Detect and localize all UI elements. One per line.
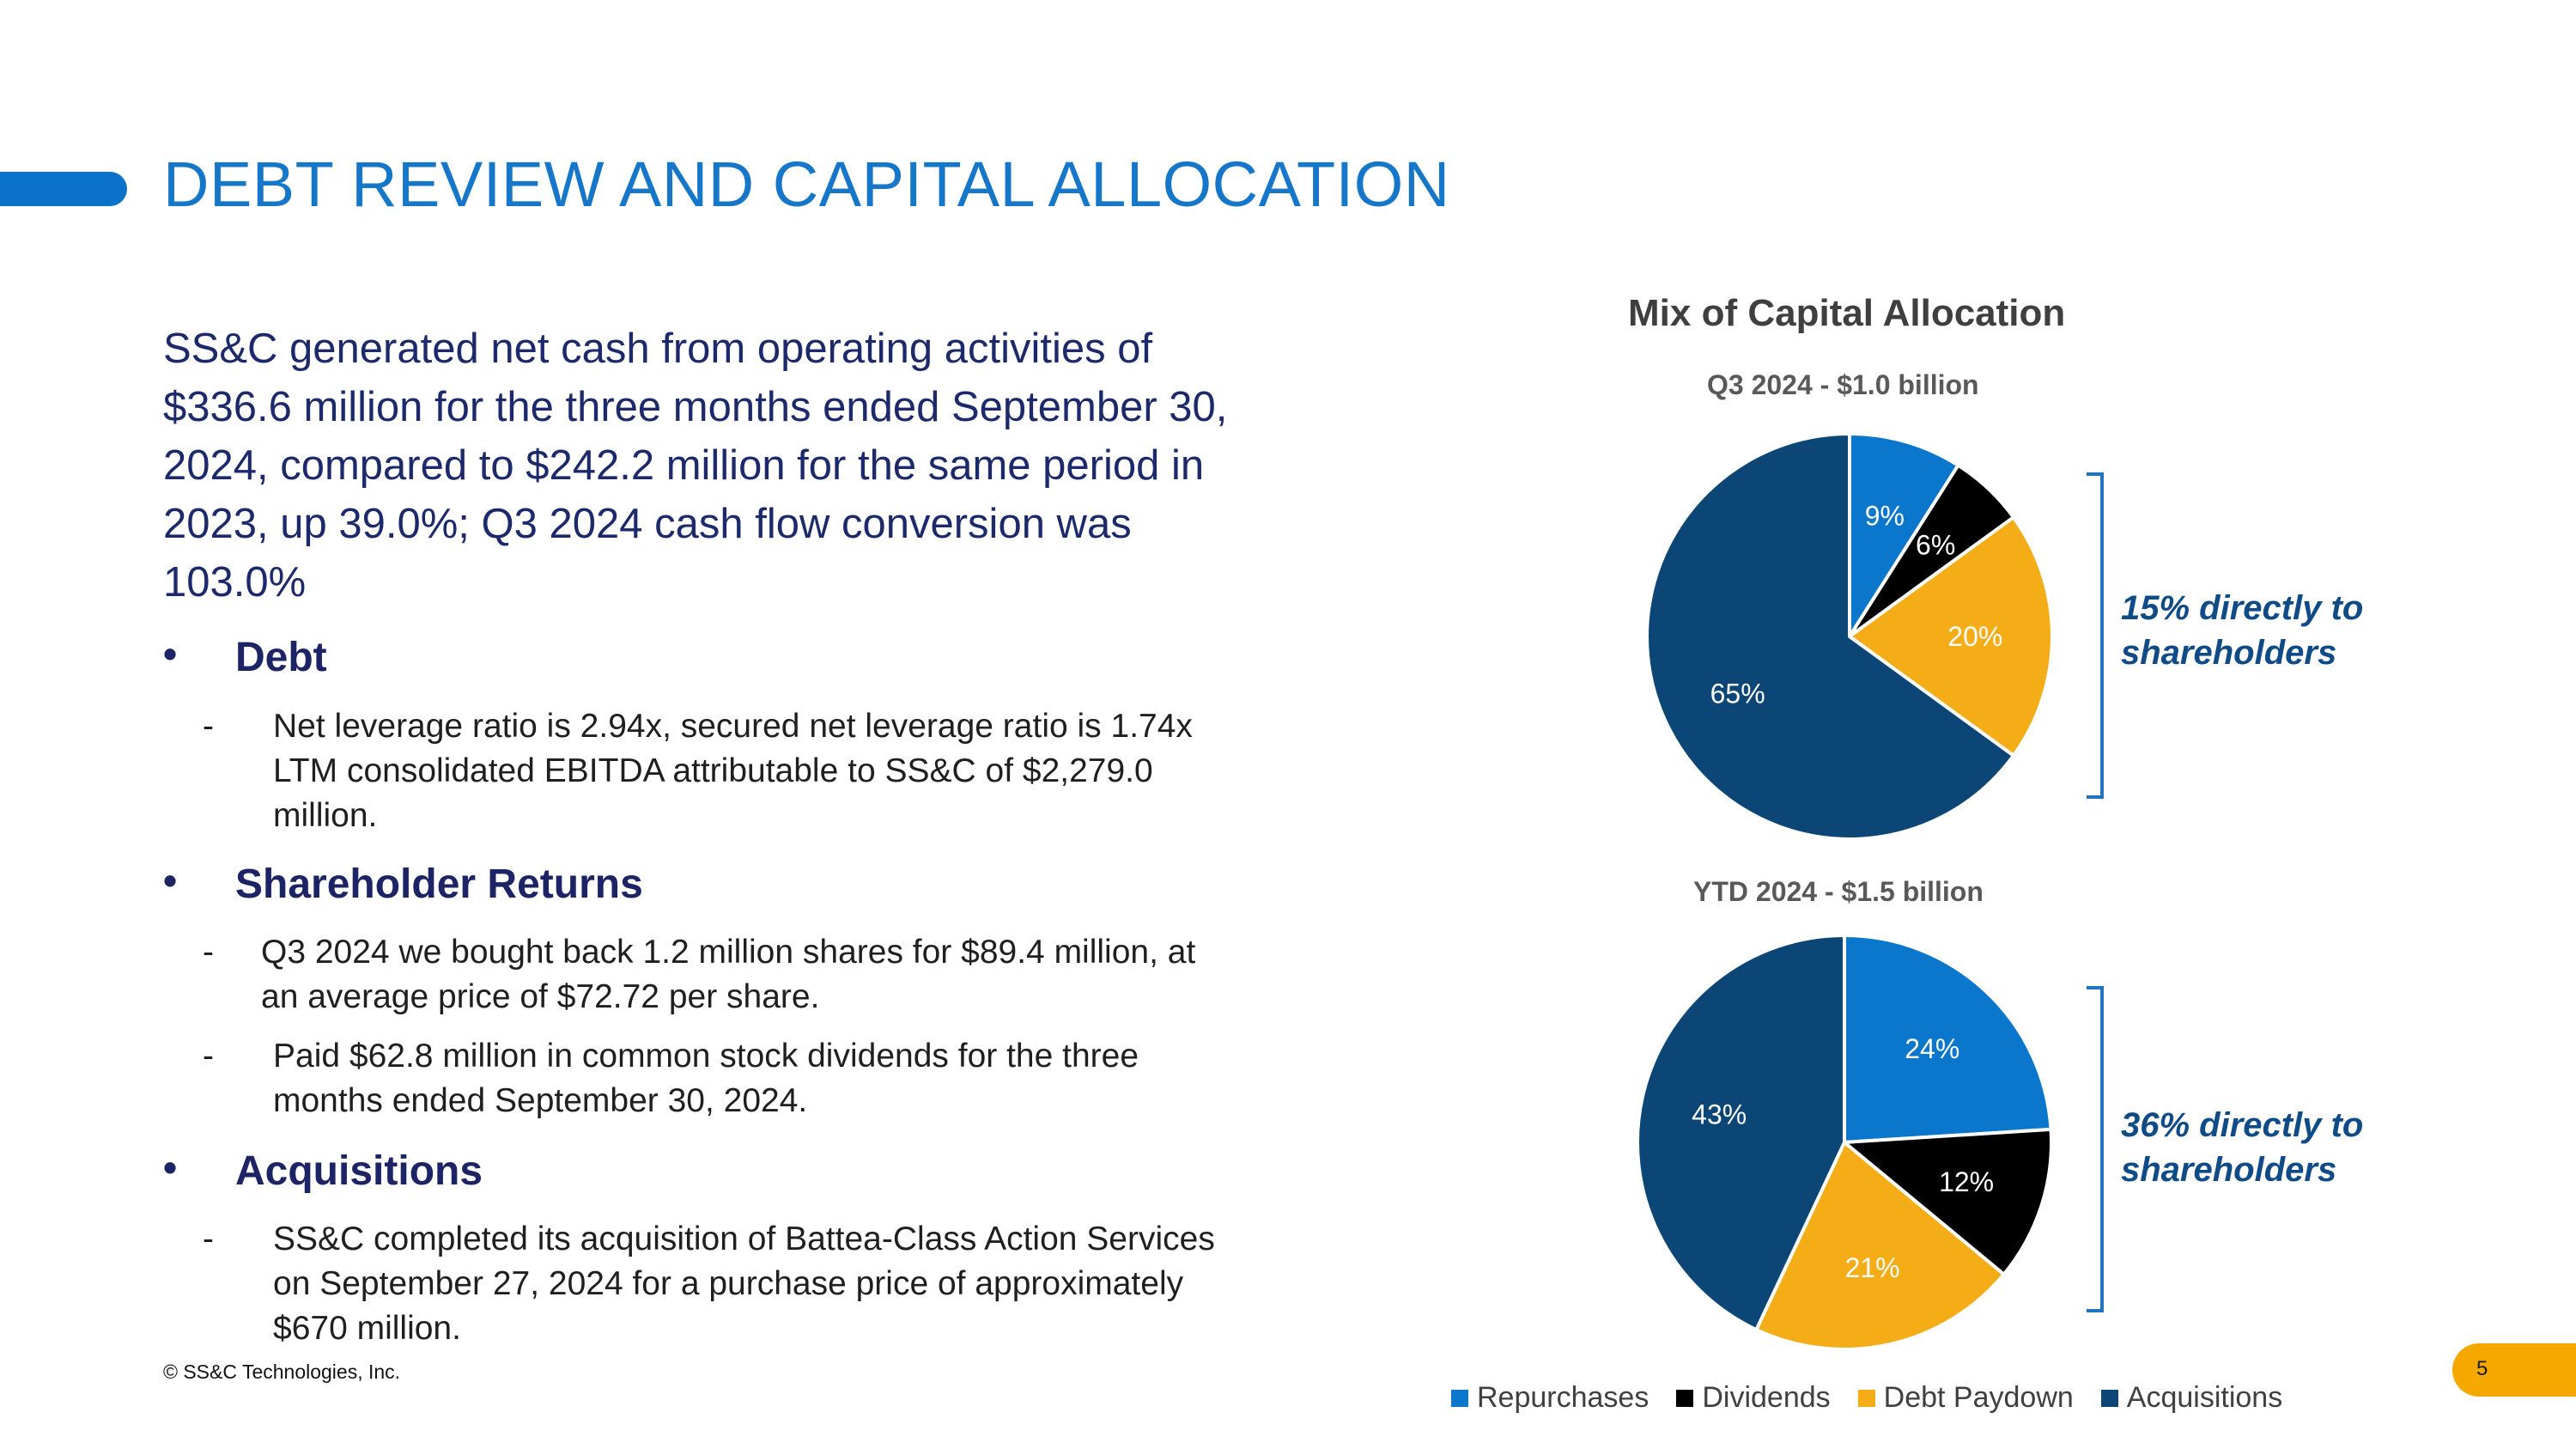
legend-swatch [1857,1389,1875,1407]
pie-data-label: 65% [1710,678,1765,709]
dash-marker: - [203,934,214,971]
page-number-badge: 5 [2452,1343,2576,1397]
bracket-icon [2087,986,2104,1312]
pie-slice-repurchases [1843,933,2053,1145]
legend-item-debt-paydown: Debt Paydown [1857,1381,2074,1415]
copyright-footer: © SS&C Technologies, Inc. [163,1361,401,1383]
chart-legend: Repurchases Dividends Debt Paydown Acqui… [1451,1381,2282,1415]
title-accent-bar [0,172,127,206]
legend-item-dividends: Dividends [1676,1381,1831,1415]
bullet-icon: • [163,631,178,676]
shareholder-returns-item-text: Q3 2024 we bought back 1.2 million share… [261,930,1195,1020]
pie-data-label: 43% [1692,1099,1747,1129]
pie-subtitle-q3: Q3 2024 - $1.0 billion [1707,369,1979,400]
bullet-icon: • [163,1145,178,1190]
shareholder-returns-item-text: Paid $62.8 million in common stock divid… [273,1034,1139,1123]
section-heading-label: Shareholder Returns [235,861,643,907]
legend-label: Repurchases [1477,1381,1649,1414]
pie-chart-q3: 9% 6% 20% 65% [1645,431,2054,841]
text-line: Q3 2024 we bought back 1.2 million share… [261,934,1196,971]
text-line: an average price of $72.72 per share. [261,978,820,1015]
pie-subtitle-ytd: YTD 2024 - $1.5 billion [1693,876,1984,907]
text-line: million. [273,797,378,834]
pie-slice-acquisitions [1636,933,1846,1332]
acquisitions-item-text: SS&C completed its acquisition of Battea… [273,1217,1215,1351]
text-line: LTM consolidated EBITDA attributable to … [273,752,1153,789]
pie-slice-debt-paydown [1753,1139,2007,1351]
page-number: 5 [2476,1357,2488,1380]
pie-data-label: 21% [1845,1252,1900,1283]
callout-q3-shareholders: 15% directly to shareholders [2121,589,2364,672]
bullet-icon: • [163,858,178,903]
text-line: on September 27, 2024 for a purchase pri… [273,1265,1184,1302]
section-heading-label: Debt [235,635,327,680]
section-heading-label: Acquisitions [235,1148,483,1194]
legend-label: Acquisitions [2126,1381,2283,1414]
pie-data-label: 12% [1939,1166,1994,1197]
slide-title: DEBT REVIEW AND CAPITAL ALLOCATION [163,149,1450,220]
legend-label: Debt Paydown [1883,1381,2074,1414]
pie-slice-dividends [1839,1127,2053,1277]
text-line: months ended September 30, 2024. [273,1082,808,1119]
dash-marker: - [203,1038,214,1075]
pie-data-label: 9% [1865,500,1905,531]
legend-item-repurchases: Repurchases [1451,1381,1649,1415]
text-line: Paid $62.8 million in common stock divid… [273,1038,1139,1075]
debt-item-text: Net leverage ratio is 2.94x, secured net… [273,704,1193,838]
intro-paragraph: SS&C generated net cash from operating a… [163,326,1228,606]
chart-title: Mix of Capital Allocation [1628,292,2066,334]
pie-chart-ytd: 24% 12% 21% 43% [1636,933,2053,1351]
dash-marker: - [203,1221,214,1257]
legend-label: Dividends [1702,1381,1831,1414]
pie-data-label: 24% [1905,1033,1959,1064]
legend-swatch [1451,1389,1468,1407]
legend-swatch [2100,1389,2118,1407]
text-line: SS&C completed its acquisition of Battea… [273,1221,1215,1257]
bracket-icon [2087,472,2104,799]
text-line: $670 million. [273,1310,461,1347]
pie-data-label: 20% [1947,621,2002,652]
text-line: Net leverage ratio is 2.94x, secured net… [273,708,1193,745]
callout-ytd-shareholders: 36% directly to shareholders [2121,1106,2364,1189]
pie-data-label: 6% [1916,529,1955,560]
dash-marker: - [203,708,214,745]
pie-slice-acquisitions [1645,431,2016,841]
legend-item-acquisitions: Acquisitions [2100,1381,2283,1415]
legend-swatch [1676,1389,1694,1407]
pie-slice-repurchases [1848,431,1961,642]
pie-slice-debt-paydown [1846,514,2054,758]
